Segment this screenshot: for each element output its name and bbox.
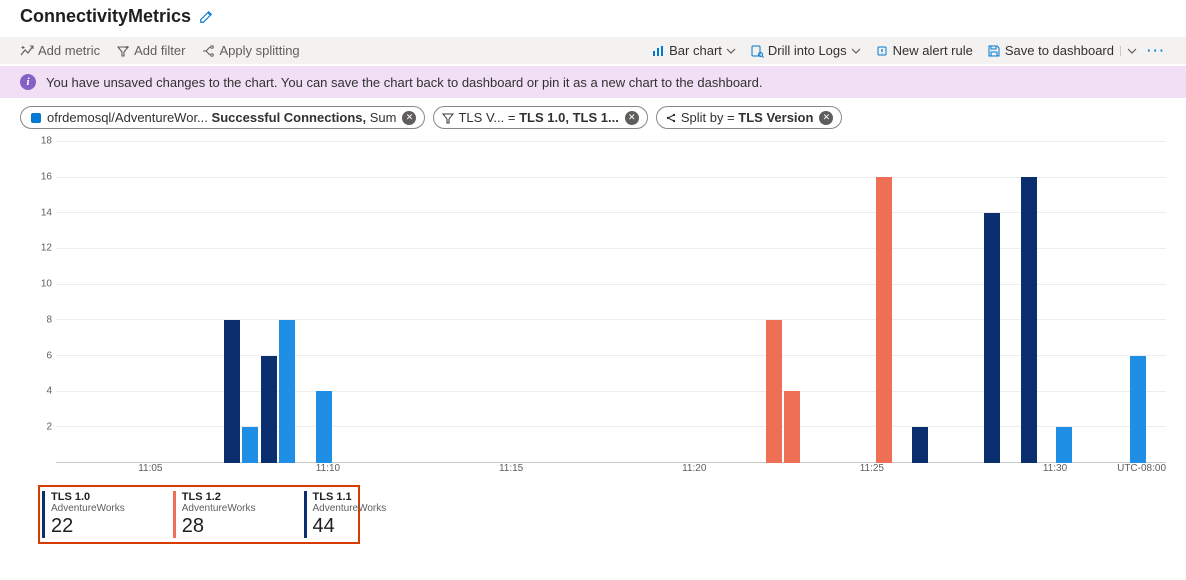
resource-icon — [29, 111, 43, 125]
logs-icon — [750, 44, 764, 58]
save-icon — [987, 44, 1001, 58]
chart-bar[interactable] — [766, 320, 782, 463]
legend-subtitle: AdventureWorks — [51, 503, 125, 514]
y-tick-label: 12 — [41, 243, 52, 254]
chart-legend: TLS 1.0 AdventureWorks 22 TLS 1.2 Advent… — [38, 485, 360, 544]
y-tick-label: 4 — [46, 386, 52, 397]
chart-bar[interactable] — [279, 320, 295, 463]
legend-title: TLS 1.2 — [182, 491, 256, 503]
chevron-down-icon — [1120, 46, 1137, 56]
chart-bar[interactable] — [1130, 356, 1146, 463]
chart-bar[interactable] — [784, 391, 800, 463]
legend-value: 44 — [313, 514, 387, 538]
split-icon — [201, 44, 215, 58]
x-tick-label: 11:05 — [138, 463, 162, 474]
chevron-down-icon — [726, 46, 736, 56]
add-filter-button[interactable]: Add filter — [116, 43, 185, 58]
chart-bar[interactable] — [261, 356, 277, 463]
y-tick-label: 6 — [46, 350, 52, 361]
chart-bar[interactable] — [1021, 177, 1037, 463]
chart-bar[interactable] — [1056, 427, 1072, 463]
filter-icon — [442, 112, 454, 124]
alert-icon — [875, 44, 889, 58]
close-icon[interactable]: ✕ — [402, 111, 416, 125]
filter-label: TLS V... — [458, 110, 504, 125]
legend-title: TLS 1.0 — [51, 491, 125, 503]
drill-logs-button[interactable]: Drill into Logs — [750, 43, 861, 58]
y-tick-label: 14 — [41, 207, 52, 218]
chart-bar[interactable] — [912, 427, 928, 463]
x-tick-label: 11:15 — [499, 463, 523, 474]
x-axis: 11:05 11:10 11:15 11:20 11:25 11:30 UTC-08:00 — [56, 463, 1166, 479]
split-pill[interactable]: Split by = TLS Version ✕ — [656, 106, 843, 129]
timezone-label: UTC-08:00 — [1117, 463, 1166, 474]
unsaved-notice: i You have unsaved changes to the chart.… — [0, 66, 1186, 98]
chart-bar[interactable] — [984, 213, 1000, 463]
apply-splitting-label: Apply splitting — [219, 43, 299, 58]
chevron-down-icon — [851, 46, 861, 56]
legend-title: TLS 1.1 — [313, 491, 387, 503]
x-tick-label: 11:25 — [860, 463, 884, 474]
apply-splitting-button[interactable]: Apply splitting — [201, 43, 299, 58]
chart-type-label: Bar chart — [669, 43, 722, 58]
save-dashboard-button[interactable]: Save to dashboard — [987, 43, 1137, 58]
legend-value: 28 — [182, 514, 256, 538]
close-icon[interactable]: ✕ — [819, 111, 833, 125]
legend-item[interactable]: TLS 1.0 AdventureWorks 22 — [42, 491, 125, 538]
new-alert-button[interactable]: New alert rule — [875, 43, 973, 58]
split-icon — [665, 112, 677, 124]
x-tick-label: 11:30 — [1043, 463, 1067, 474]
drill-logs-label: Drill into Logs — [768, 43, 847, 58]
y-tick-label: 16 — [41, 171, 52, 182]
y-tick-label: 10 — [41, 279, 52, 290]
metric-pill[interactable]: ofrdemosql/AdventureWor... Successful Co… — [20, 106, 425, 129]
legend-item[interactable]: TLS 1.1 AdventureWorks 44 — [304, 491, 387, 538]
add-metric-icon — [20, 44, 34, 58]
split-value: TLS Version — [738, 110, 813, 125]
add-metric-label: Add metric — [38, 43, 100, 58]
legend-value: 22 — [51, 514, 125, 538]
x-tick-label: 11:10 — [316, 463, 340, 474]
y-axis: 24681012141618 — [20, 141, 56, 463]
chart-type-selector[interactable]: Bar chart — [651, 43, 736, 58]
chart-bar[interactable] — [242, 427, 258, 463]
legend-subtitle: AdventureWorks — [182, 503, 256, 514]
y-tick-label: 2 — [46, 422, 52, 433]
metric-pills-row: ofrdemosql/AdventureWor... Successful Co… — [0, 98, 1186, 137]
filter-values: TLS 1.0, TLS 1... — [519, 110, 619, 125]
chart-bars — [56, 141, 1166, 463]
chart-bar[interactable] — [224, 320, 240, 463]
add-metric-button[interactable]: Add metric — [20, 43, 100, 58]
legend-subtitle: AdventureWorks — [313, 503, 387, 514]
save-dashboard-label: Save to dashboard — [1005, 43, 1114, 58]
metric-name: Successful Connections, — [212, 110, 367, 125]
page-title: ConnectivityMetrics — [20, 6, 191, 27]
close-icon[interactable]: ✕ — [625, 111, 639, 125]
filter-pill[interactable]: TLS V... = TLS 1.0, TLS 1... ✕ — [433, 106, 647, 129]
y-tick-label: 8 — [46, 314, 52, 325]
chart-area: 24681012141618 — [20, 141, 1166, 463]
split-label: Split by = — [681, 110, 735, 125]
edit-icon[interactable] — [199, 10, 213, 24]
add-filter-icon — [116, 44, 130, 58]
legend-item[interactable]: TLS 1.2 AdventureWorks 28 — [173, 491, 256, 538]
unsaved-notice-text: You have unsaved changes to the chart. Y… — [46, 75, 762, 90]
y-tick-label: 18 — [41, 136, 52, 147]
chart-bar[interactable] — [316, 391, 332, 463]
add-filter-label: Add filter — [134, 43, 185, 58]
metric-agg: Sum — [370, 110, 397, 125]
new-alert-label: New alert rule — [893, 43, 973, 58]
chart-bar[interactable] — [876, 177, 892, 463]
more-menu[interactable]: ··· — [1147, 43, 1166, 58]
bar-chart-icon — [651, 44, 665, 58]
metric-scope: ofrdemosql/AdventureWor... — [47, 110, 208, 125]
chart-toolbar: Add metric Add filter Apply splitting Ba… — [0, 37, 1186, 64]
filter-eq: = — [508, 110, 516, 125]
info-icon: i — [20, 74, 36, 90]
x-tick-label: 11:20 — [682, 463, 706, 474]
